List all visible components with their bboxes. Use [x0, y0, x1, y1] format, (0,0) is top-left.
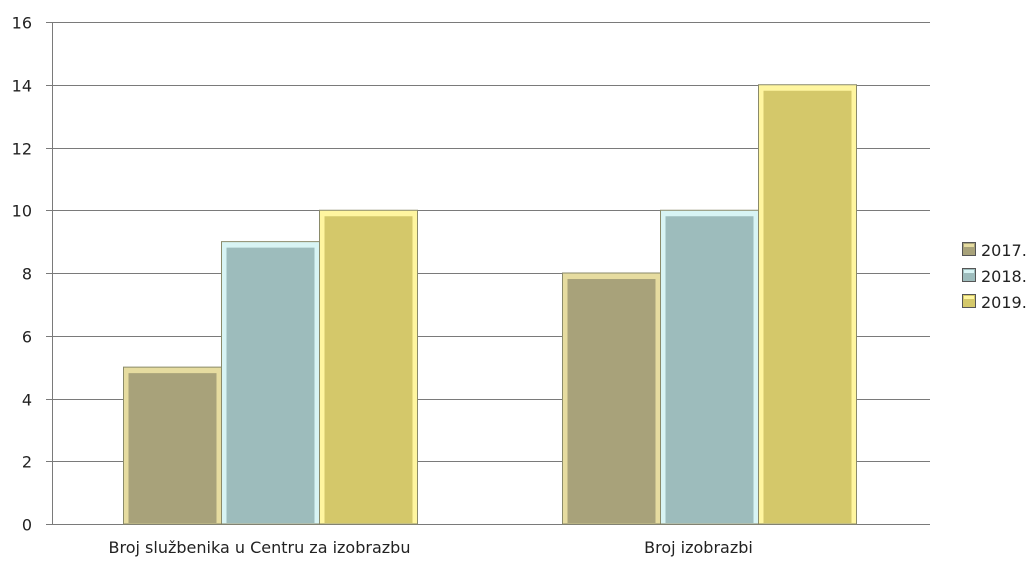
x-category-label: Broj izobrazbi [644, 538, 753, 557]
y-tick-label: 8 [22, 265, 32, 284]
x-category-label: Broj službenika u Centru za izobrazbu [109, 538, 411, 557]
legend-swatch-highlight [964, 270, 974, 273]
x-axis: Broj službenika u Centru za izobrazbu Bro… [109, 538, 753, 557]
legend-swatch-highlight [964, 244, 974, 247]
y-tick-label: 0 [22, 516, 32, 535]
legend-label: 2018. [981, 267, 1027, 286]
bar-fill [763, 90, 852, 523]
legend-item: 2019. [962, 293, 1027, 312]
bar-fill [665, 216, 754, 523]
bar-fill [324, 216, 413, 523]
bar-fill [128, 373, 217, 523]
bar [123, 366, 222, 525]
bar [660, 209, 759, 525]
y-tick-label: 4 [22, 391, 32, 410]
legend-item: 2017. [962, 241, 1027, 260]
legend: 2017. 2018. 2019. [962, 241, 1027, 312]
bar-fill [567, 279, 656, 523]
bar [758, 84, 857, 525]
legend-label: 2017. [981, 241, 1027, 260]
y-tick-label: 6 [22, 328, 32, 347]
legend-label: 2019. [981, 293, 1027, 312]
y-tick-label: 2 [22, 453, 32, 472]
bar [221, 241, 320, 525]
y-tick-label: 10 [12, 202, 32, 221]
y-axis: 0 2 4 6 8 10 12 14 16 [12, 14, 53, 535]
bar [319, 209, 418, 525]
bars [123, 84, 857, 525]
legend-swatch-highlight [964, 296, 974, 299]
legend-item: 2018. [962, 267, 1027, 286]
bar-fill [226, 247, 315, 523]
y-tick-label: 16 [12, 14, 32, 33]
y-tick-label: 14 [12, 77, 32, 96]
bar [562, 272, 661, 525]
y-tick-label: 12 [12, 140, 32, 159]
